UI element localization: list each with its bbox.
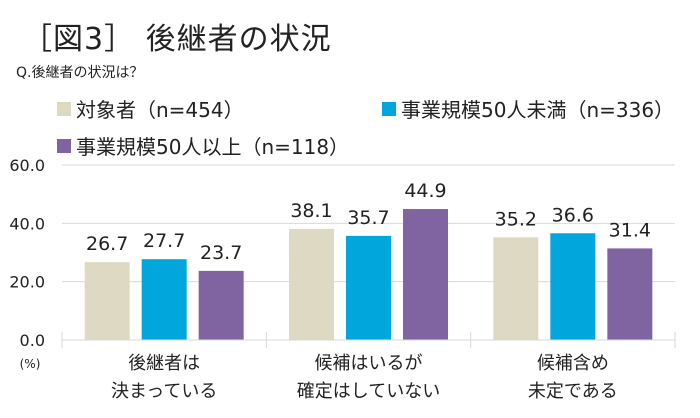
legend-label: 事業規模50人未満（n=336） <box>401 98 675 122</box>
bar <box>141 259 187 340</box>
bar <box>550 233 596 340</box>
legend-item-0: 対象者（n=454） <box>57 94 244 123</box>
legend-label: 対象者（n=454） <box>76 98 244 122</box>
legend-swatch <box>57 138 71 153</box>
x-tick-label: 未定である <box>528 381 618 402</box>
bar <box>493 237 539 340</box>
y-tick-label: 60.0 <box>9 156 45 175</box>
bar <box>607 248 653 340</box>
legend-item-2: 事業規模50人以上（n=118） <box>57 131 349 160</box>
data-label: 44.9 <box>404 180 446 202</box>
y-axis-unit: (%) <box>20 357 41 371</box>
chart-subtitle: Q.後継者の状況は？ <box>16 65 144 81</box>
legend-label: 事業規模50人以上（n=118） <box>76 135 350 159</box>
bar <box>198 270 244 340</box>
bar <box>346 235 391 340</box>
bar <box>84 262 130 340</box>
data-label: 27.7 <box>143 230 185 252</box>
data-label: 36.6 <box>552 204 594 226</box>
legend-swatch <box>57 101 71 116</box>
bar <box>289 228 334 340</box>
x-tick-label: 確定はしていない <box>297 381 440 402</box>
chart-title: ［図3］ 後継者の状況 <box>22 22 332 57</box>
bar <box>403 209 448 340</box>
y-tick-label: 40.0 <box>9 214 45 233</box>
x-tick-label: 候補はいるが <box>315 353 423 374</box>
x-tick-label: 後継者は <box>128 353 200 374</box>
x-tick-label: 決まっている <box>111 381 217 402</box>
data-label: 35.2 <box>495 208 537 230</box>
data-label: 26.7 <box>86 233 128 255</box>
data-label: 38.1 <box>290 200 332 222</box>
data-label: 23.7 <box>200 242 242 264</box>
legend-swatch <box>382 101 396 116</box>
legend-item-1: 事業規模50人未満（n=336） <box>382 94 674 123</box>
data-label: 35.7 <box>347 207 389 229</box>
x-tick-label: 候補含め <box>537 353 609 374</box>
y-tick-label: 20.0 <box>9 273 45 292</box>
y-tick-label: 0.0 <box>20 331 45 350</box>
data-label: 31.4 <box>609 219 651 241</box>
